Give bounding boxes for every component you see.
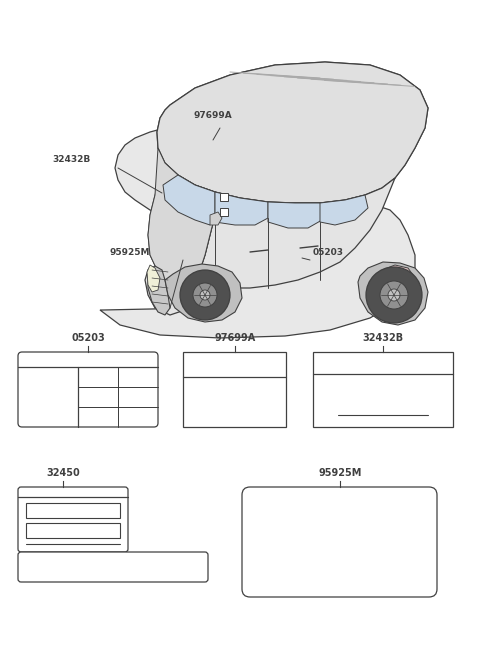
Text: 95925M: 95925M [318,468,362,478]
Bar [220,193,228,201]
Text: 05203: 05203 [71,333,105,343]
Polygon shape [210,212,222,225]
Text: 32432B: 32432B [52,155,90,164]
FancyBboxPatch shape [242,487,437,597]
Circle shape [200,290,210,300]
Polygon shape [163,175,215,225]
Polygon shape [148,148,215,290]
Text: 32432B: 32432B [362,333,404,343]
Polygon shape [320,195,368,225]
Bar [183,352,286,427]
Circle shape [180,270,230,320]
Text: 05203: 05203 [313,248,344,257]
Circle shape [388,289,400,301]
Polygon shape [147,265,160,292]
Text: 95925M: 95925M [110,248,151,257]
Polygon shape [100,125,415,338]
Text: 97699A: 97699A [193,111,232,120]
Bar [26,503,120,518]
Text: 97699A: 97699A [215,333,256,343]
Circle shape [193,283,217,307]
Polygon shape [148,266,170,315]
Polygon shape [148,163,215,290]
Bar [26,523,120,538]
Bar [220,208,228,216]
Polygon shape [165,264,242,322]
Polygon shape [268,202,325,228]
FancyBboxPatch shape [18,352,158,427]
Polygon shape [215,192,268,225]
Polygon shape [358,262,428,325]
Polygon shape [378,265,415,295]
Polygon shape [145,178,395,315]
Circle shape [380,281,408,309]
Circle shape [366,267,422,323]
Text: 32450: 32450 [46,468,80,478]
FancyBboxPatch shape [18,552,208,582]
FancyBboxPatch shape [18,487,128,552]
Bar [313,352,453,427]
Polygon shape [157,62,428,203]
Polygon shape [157,62,428,203]
